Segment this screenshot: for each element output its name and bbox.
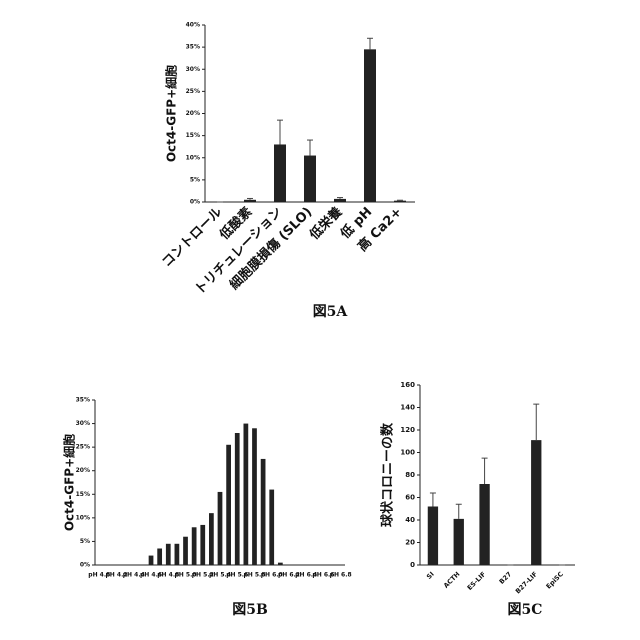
x-tick-label: 低栄養 [306, 204, 346, 244]
figure-caption: 図5C [508, 602, 543, 618]
y-tick-label: 20% [76, 467, 90, 474]
y-tick-label: 160 [400, 381, 415, 389]
y-axis-label: Oct4-GFP+細胞 [62, 434, 77, 531]
y-tick-label: 30% [76, 420, 90, 427]
bar [394, 201, 406, 202]
bar [235, 433, 240, 565]
figure-caption: 図5A [313, 304, 349, 320]
y-tick-label: 100 [400, 449, 415, 457]
y-tick-label: 120 [400, 426, 415, 434]
y-tick-label: 80 [405, 471, 415, 479]
x-tick-label: コントロール [160, 205, 226, 271]
bar [304, 156, 316, 202]
bar [364, 49, 376, 202]
x-tick-label: B27-LIF [514, 570, 539, 595]
y-tick-label: 15% [76, 491, 90, 498]
x-tick-label: ACTH [442, 570, 462, 590]
bar [244, 200, 256, 202]
bar [166, 544, 171, 565]
bar [252, 428, 257, 565]
y-tick-label: 140 [400, 404, 415, 412]
bar [200, 525, 205, 565]
bar [226, 445, 231, 565]
bar [149, 556, 154, 565]
y-tick-label: 35% [186, 44, 200, 51]
y-tick-label: 0% [80, 562, 90, 569]
x-tick-label: B27 [498, 570, 514, 586]
y-tick-label: 35% [76, 397, 90, 404]
bar [274, 144, 286, 202]
x-tick-label: SI [425, 570, 436, 581]
figure: 0%5%10%15%20%25%30%35%40%Oct4-GFP+細胞図5Aコ… [0, 0, 640, 640]
figure-caption: 図5B [232, 602, 268, 618]
bar [454, 519, 464, 565]
bar [269, 490, 274, 565]
y-tick-label: 60 [405, 494, 415, 502]
bar [261, 459, 266, 565]
y-tick-label: 5% [190, 176, 200, 183]
y-tick-label: 30% [186, 66, 200, 73]
y-tick-label: 20 [405, 539, 415, 547]
y-tick-label: 0 [410, 561, 415, 569]
y-axis-label: 球状コロニーの数 [380, 422, 396, 527]
bar [428, 507, 438, 566]
y-tick-label: 0% [190, 199, 200, 206]
y-tick-label: 5% [80, 538, 90, 545]
y-tick-label: 40 [405, 516, 415, 524]
bar [243, 424, 248, 565]
x-tick-label: ES-LIF [466, 570, 488, 592]
y-tick-label: 25% [76, 444, 90, 451]
x-tick-label: EpiSC [545, 570, 566, 591]
bar [183, 537, 188, 565]
y-tick-label: 25% [186, 88, 200, 95]
bar [278, 563, 283, 565]
bar [175, 544, 180, 565]
y-tick-label: 15% [186, 132, 200, 139]
bar [531, 440, 541, 565]
y-tick-label: 10% [186, 154, 200, 161]
bar [157, 549, 162, 566]
y-tick-label: 40% [186, 22, 200, 29]
y-axis-label: Oct4-GFP+細胞 [164, 65, 179, 162]
x-tick-label: pH 6.8 [330, 572, 352, 579]
y-tick-label: 20% [186, 110, 200, 117]
bar [479, 484, 489, 565]
bar [192, 527, 197, 565]
bar [218, 492, 223, 565]
bar [209, 513, 214, 565]
bar [334, 199, 346, 202]
y-tick-label: 10% [76, 514, 90, 521]
